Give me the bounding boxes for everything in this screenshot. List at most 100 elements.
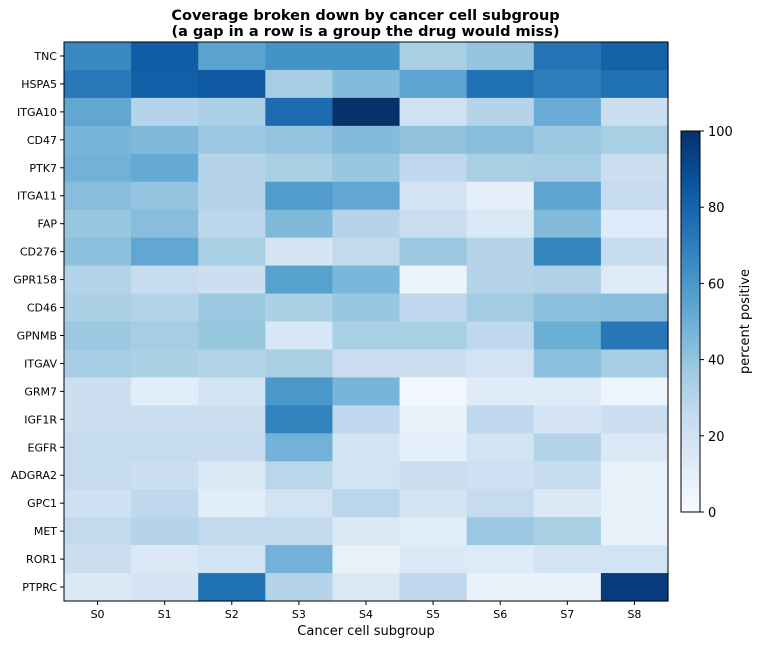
heatmap-cell-GRM7-S3 <box>265 377 334 406</box>
heatmap-cell-ITGAV-S5 <box>399 349 468 378</box>
x-tick-label-S7: S7 <box>560 608 574 621</box>
heatmap-cell-GRM7-S6 <box>466 377 535 406</box>
heatmap-cell-PTK7-S3 <box>265 153 334 183</box>
heatmap-cell-TNC-S7 <box>533 42 602 71</box>
heatmap-cell-GRM7-S5 <box>399 377 468 406</box>
heatmap-cell-IGF1R-S4 <box>332 405 401 434</box>
heatmap-cell-HSPA5-S4 <box>332 69 401 99</box>
heatmap-cell-TNC-S3 <box>265 42 334 71</box>
heatmap-cell-ITGAV-S4 <box>332 349 401 378</box>
heatmap-cells <box>64 42 669 602</box>
heatmap-cell-FAP-S8 <box>600 209 669 239</box>
x-tick-label-S6: S6 <box>493 608 507 621</box>
heatmap-cell-TNC-S0 <box>64 42 132 71</box>
heatmap-cell-GRM7-S2 <box>198 377 266 406</box>
heatmap-cell-GPR158-S2 <box>198 265 266 295</box>
heatmap-cell-CD276-S1 <box>131 237 199 267</box>
heatmap-cell-ITGAV-S6 <box>466 349 535 378</box>
heatmap-cell-EGFR-S8 <box>600 433 669 462</box>
heatmap-cell-FAP-S2 <box>198 209 266 239</box>
heatmap-cell-CD46-S1 <box>131 293 199 323</box>
heatmap-cell-GRM7-S0 <box>64 377 132 406</box>
heatmap-cell-CD276-S3 <box>265 237 334 267</box>
heatmap-cell-MET-S5 <box>399 517 468 546</box>
heatmap-cell-ITGAV-S8 <box>600 349 669 378</box>
heatmap-cell-CD47-S5 <box>399 125 468 155</box>
heatmap-cell-GRM7-S8 <box>600 377 669 406</box>
heatmap-cell-ROR1-S4 <box>332 545 401 574</box>
x-tick-label-S5: S5 <box>426 608 440 621</box>
y-tick-label-GRM7: GRM7 <box>24 385 57 398</box>
heatmap-cell-PTPRC-S2 <box>198 573 266 602</box>
chart-title: Coverage broken down by cancer cell subg… <box>171 8 559 24</box>
heatmap-cell-MET-S4 <box>332 517 401 546</box>
heatmap-cell-PTPRC-S5 <box>399 573 468 602</box>
heatmap-cell-FAP-S1 <box>131 209 199 239</box>
heatmap-cell-GPR158-S7 <box>533 265 602 295</box>
heatmap-cell-IGF1R-S7 <box>533 405 602 434</box>
heatmap-cell-CD47-S3 <box>265 125 334 155</box>
heatmap-cell-ADGRA2-S7 <box>533 461 602 490</box>
heatmap-cell-ITGA10-S0 <box>64 97 132 127</box>
heatmap-cell-ITGAV-S1 <box>131 349 199 378</box>
y-tick-label-CD276: CD276 <box>20 246 57 259</box>
heatmap-cell-HSPA5-S8 <box>600 69 669 99</box>
heatmap-cell-ROR1-S8 <box>600 545 669 574</box>
heatmap-cell-CD46-S6 <box>466 293 535 323</box>
heatmap-cell-PTPRC-S7 <box>533 573 602 602</box>
y-tick-label-TNC: TNC <box>33 50 57 63</box>
heatmap-cell-ITGA10-S2 <box>198 97 266 127</box>
heatmap-cell-CD276-S2 <box>198 237 266 267</box>
heatmap-cell-GPC1-S4 <box>332 489 401 518</box>
y-tick-label-GPR158: GPR158 <box>13 274 57 287</box>
heatmap-cell-ITGAV-S3 <box>265 349 334 378</box>
heatmap-cell-EGFR-S4 <box>332 433 401 462</box>
heatmap-cell-GPR158-S3 <box>265 265 334 295</box>
heatmap-cell-GPNMB-S1 <box>131 321 199 351</box>
heatmap-cell-PTPRC-S8 <box>600 573 669 602</box>
heatmap-cell-PTPRC-S6 <box>466 573 535 602</box>
heatmap-cell-MET-S3 <box>265 517 334 546</box>
colorbar-tick-label-60: 60 <box>708 277 725 292</box>
x-axis-label: Cancer cell subgroup <box>297 624 434 639</box>
heatmap-cell-CD276-S7 <box>533 237 602 267</box>
y-tick-label-ROR1: ROR1 <box>26 553 57 566</box>
heatmap-cell-TNC-S2 <box>198 42 266 71</box>
x-tick-label-S0: S0 <box>91 608 105 621</box>
heatmap-cell-ROR1-S7 <box>533 545 602 574</box>
heatmap-cell-CD276-S0 <box>64 237 132 267</box>
heatmap-cell-ITGAV-S0 <box>64 349 132 378</box>
heatmap-cell-ROR1-S1 <box>131 545 199 574</box>
heatmap-cell-TNC-S4 <box>332 42 401 71</box>
heatmap-cell-MET-S1 <box>131 517 199 546</box>
heatmap-cell-ITGA11-S6 <box>466 181 535 211</box>
heatmap-cell-PTK7-S0 <box>64 153 132 183</box>
heatmap-cell-ROR1-S2 <box>198 545 266 574</box>
heatmap-cell-ADGRA2-S4 <box>332 461 401 490</box>
y-tick-label-ADGRA2: ADGRA2 <box>11 469 57 482</box>
colorbar-tick-label-20: 20 <box>708 430 725 445</box>
heatmap-cell-HSPA5-S7 <box>533 69 602 99</box>
heatmap-cell-CD47-S0 <box>64 125 132 155</box>
heatmap-cell-CD47-S4 <box>332 125 401 155</box>
heatmap-cell-ITGA11-S7 <box>533 181 602 211</box>
heatmap-cell-GPR158-S1 <box>131 265 199 295</box>
heatmap-cell-GPC1-S3 <box>265 489 334 518</box>
heatmap-cell-GPC1-S8 <box>600 489 669 518</box>
heatmap-cell-CD46-S5 <box>399 293 468 323</box>
heatmap-cell-GPR158-S8 <box>600 265 669 295</box>
heatmap-cell-GPC1-S2 <box>198 489 266 518</box>
colorbar-tick-label-40: 40 <box>708 354 725 369</box>
heatmap-cell-PTK7-S8 <box>600 153 669 183</box>
heatmap-cell-ADGRA2-S8 <box>600 461 669 490</box>
heatmap-cell-GPR158-S6 <box>466 265 535 295</box>
heatmap-cell-CD46-S4 <box>332 293 401 323</box>
heatmap-cell-ITGA11-S2 <box>198 181 266 211</box>
y-tick-label-ITGA11: ITGA11 <box>17 190 57 203</box>
heatmap-cell-CD47-S8 <box>600 125 669 155</box>
heatmap-cell-PTK7-S1 <box>131 153 199 183</box>
heatmap-cell-FAP-S4 <box>332 209 401 239</box>
heatmap-cell-IGF1R-S3 <box>265 405 334 434</box>
y-tick-label-ITGAV: ITGAV <box>24 357 57 370</box>
